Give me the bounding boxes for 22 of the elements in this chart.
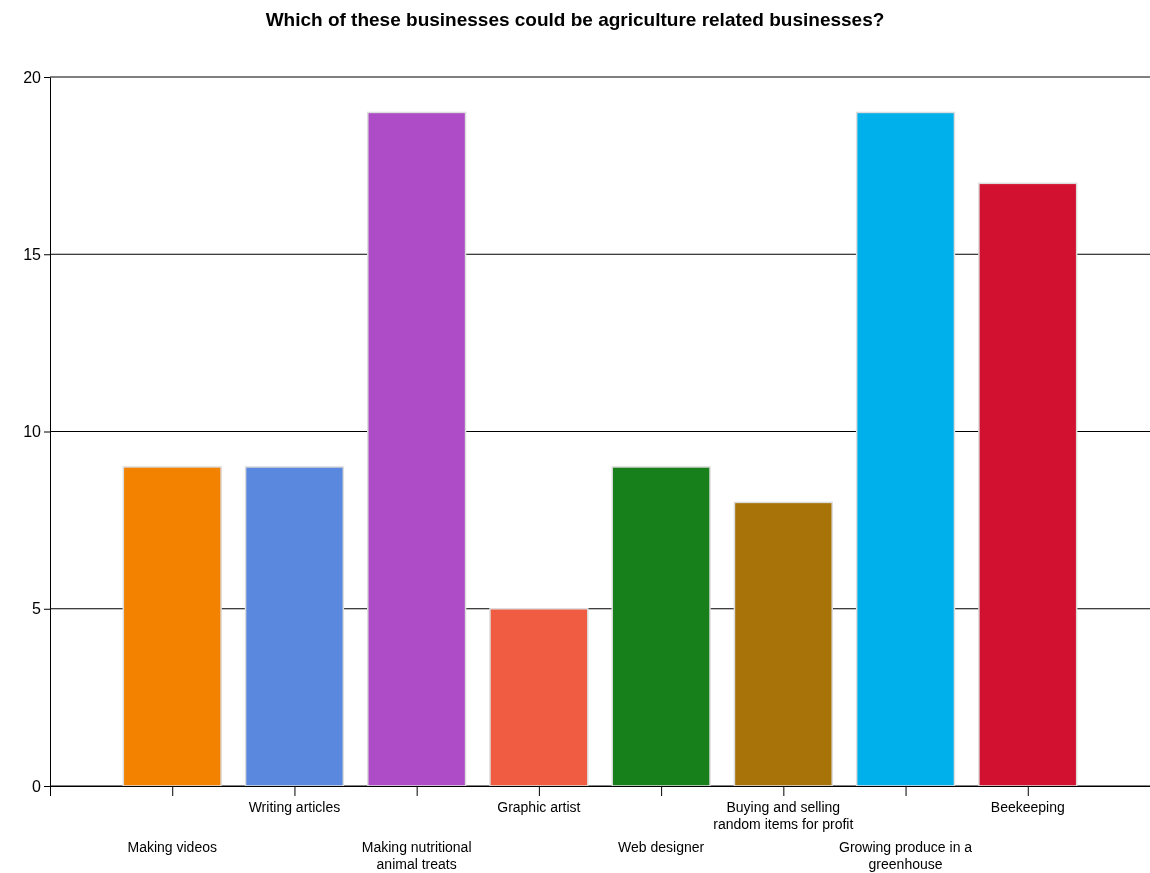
bar: [489, 608, 589, 787]
x-tick-label: Graphic artist: [497, 799, 581, 815]
y-tick-label: 10: [23, 423, 42, 441]
x-tick-label: Web designer: [618, 839, 705, 855]
x-tick-label: Beekeeping: [990, 799, 1065, 815]
x-tick-label: Making nutritional animal treats: [361, 839, 472, 872]
bar: [733, 501, 833, 787]
y-tick-label: 0: [32, 777, 42, 795]
x-tick-label: Growing produce in a greenhouse: [839, 839, 973, 872]
x-tick-label: Writing articles: [248, 799, 341, 815]
y-tick-label: 20: [23, 68, 42, 86]
y-tick-label: 5: [32, 600, 42, 618]
bar: [367, 111, 467, 787]
bar: [122, 466, 222, 787]
y-tick-label: 15: [23, 245, 42, 263]
x-tick-label: Making videos: [127, 839, 217, 855]
chart-title: Which of these businesses could be agriculture related businesses?: [265, 9, 885, 30]
x-tick-label: Buying and selling random items for profit: [713, 799, 854, 832]
bar: [855, 111, 956, 787]
bar: [978, 182, 1078, 787]
bar: [244, 466, 345, 787]
bar: [611, 466, 711, 787]
